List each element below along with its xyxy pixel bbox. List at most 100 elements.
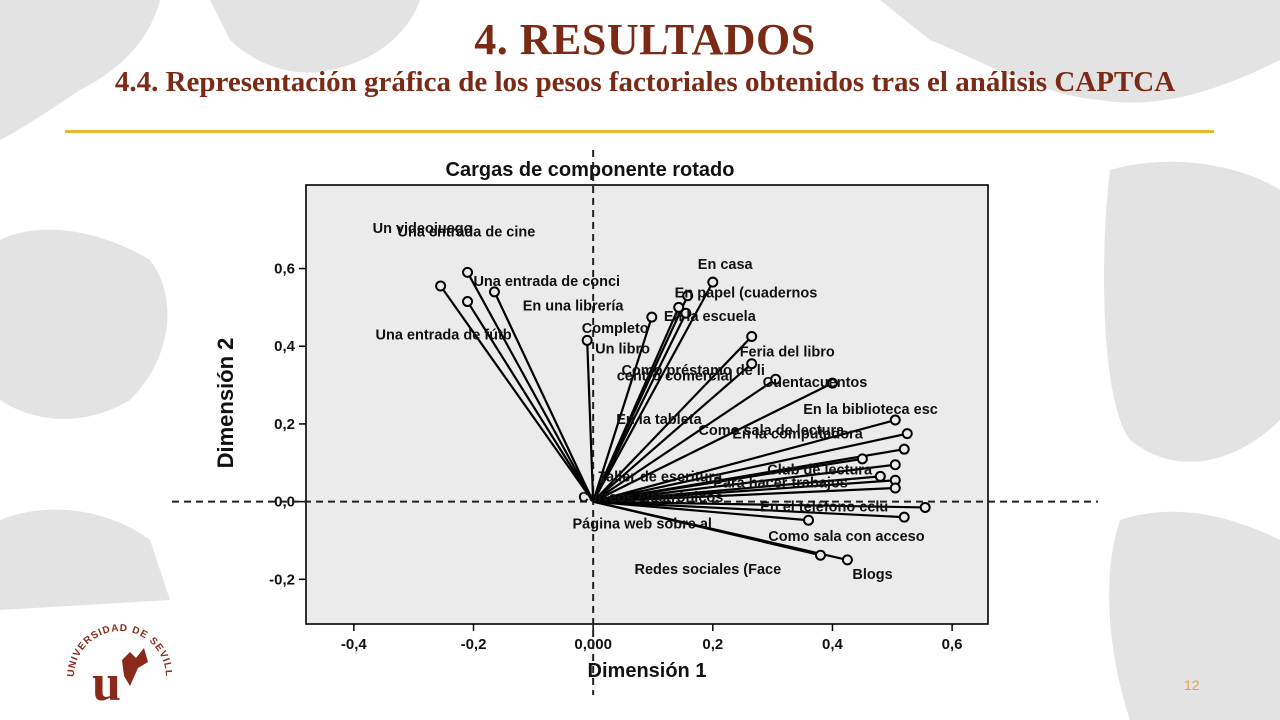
point-label: Completo xyxy=(582,321,649,337)
loading-vector xyxy=(586,340,595,502)
title-divider xyxy=(65,130,1214,133)
loading-point xyxy=(673,301,685,313)
loading-vector xyxy=(592,500,848,561)
slide-subtitle: 4.4. Representación gráfica de los pesos… xyxy=(114,66,1176,98)
point-label: Redes sociales (Face xyxy=(634,562,781,578)
loading-vectors xyxy=(439,271,926,561)
loading-point xyxy=(814,549,826,561)
point-label: Como préstamo de li xyxy=(621,363,764,379)
point-label: En la escuela xyxy=(664,309,757,325)
loading-vector xyxy=(493,291,595,503)
loading-point xyxy=(856,453,868,465)
y-tick-label: 0,6 xyxy=(274,261,295,278)
point-label: En papel (cuadernos xyxy=(675,286,818,302)
loading-point xyxy=(746,331,758,343)
loading-point xyxy=(488,286,500,298)
point-label: Una entrada de cine xyxy=(398,224,536,240)
loading-vector xyxy=(466,300,595,503)
loading-vector xyxy=(593,500,905,519)
loading-point xyxy=(803,514,815,526)
chart-title: Cargas de componente rotado xyxy=(446,159,735,181)
point-label: Para hacer trabajos xyxy=(713,475,848,491)
point-label: Correos electrónicos xyxy=(578,490,723,506)
loading-vector xyxy=(592,316,653,502)
point-label: En la biblioteca esc xyxy=(803,402,938,418)
y-tick-label: 0,4 xyxy=(274,338,296,355)
loading-vector xyxy=(593,479,896,503)
loading-points xyxy=(435,266,931,566)
point-label: Blogs xyxy=(852,567,892,583)
loading-vector xyxy=(592,312,687,503)
y-tick-label: 0,2 xyxy=(274,416,295,433)
y-axis-label: Dimensión 2 xyxy=(213,338,238,469)
x-tick-label: -0,2 xyxy=(461,636,487,653)
point-label: Cuentacuentos xyxy=(763,375,868,391)
point-label: Una entrada de conci xyxy=(473,274,620,290)
loading-point xyxy=(680,307,692,319)
point-label: Como sala de lectura xyxy=(698,423,845,439)
loading-vector xyxy=(466,271,595,503)
point-label: Un libro xyxy=(595,341,650,357)
loading-vector xyxy=(592,457,863,503)
y-tick-label: -0,2 xyxy=(269,571,295,588)
loading-vector xyxy=(592,281,714,503)
point-label: En la tableta xyxy=(616,412,702,428)
loading-point xyxy=(707,276,719,288)
point-label: Club de lectura xyxy=(767,463,873,479)
point-label: centro comercial xyxy=(617,369,733,385)
point-label: Taller de escritura xyxy=(598,469,723,485)
loading-point xyxy=(826,377,838,389)
x-axis-ticks: -0,4 -0,2 0,000 0,2 0,4 0,6 xyxy=(341,624,963,653)
x-tick-label: 0,6 xyxy=(942,636,963,653)
loading-point xyxy=(581,334,593,346)
point-label: Página web sobre al xyxy=(573,516,712,532)
loading-vector xyxy=(593,500,809,522)
loading-point xyxy=(874,470,886,482)
point-label: En casa xyxy=(698,257,754,273)
point-label: En el teléfono celu xyxy=(760,499,888,515)
university-seal: UNIVERSIDAD DE SEVILLA u xyxy=(58,607,173,712)
point-label: En la computadora xyxy=(732,427,863,443)
loading-point xyxy=(889,459,901,471)
loading-vector xyxy=(439,285,595,503)
loading-point xyxy=(919,501,931,513)
logo-monogram: u xyxy=(92,655,121,705)
university-logo: UNIVERSIDAD DE SEVILLA u xyxy=(58,607,173,712)
loading-vector xyxy=(592,335,753,503)
loading-vector xyxy=(593,486,896,503)
loading-vector xyxy=(593,463,896,503)
loading-vector xyxy=(592,382,833,503)
loading-vector xyxy=(592,306,680,503)
loading-point xyxy=(898,443,910,455)
loading-vector xyxy=(592,418,896,503)
loading-vector xyxy=(592,378,777,503)
loading-point xyxy=(770,373,782,385)
point-label: En una librería xyxy=(523,298,625,314)
slide-title: 4. RESULTADOS xyxy=(474,15,816,64)
loading-vector xyxy=(592,362,753,503)
loading-point xyxy=(462,266,474,278)
loading-point xyxy=(435,280,447,292)
loading-point xyxy=(898,511,910,523)
x-axis-label: Dimensión 1 xyxy=(588,660,707,682)
loading-point xyxy=(889,414,901,426)
loading-point xyxy=(889,482,901,494)
loading-point xyxy=(682,290,694,302)
point-label: Una entrada de fútb xyxy=(376,328,512,344)
loading-point xyxy=(646,311,658,323)
loading-point xyxy=(746,358,758,370)
loading-point xyxy=(462,296,474,308)
loading-vector xyxy=(593,500,926,509)
point-label: Feria del libro xyxy=(740,345,835,361)
point-label: Un videojuego xyxy=(373,221,473,237)
point-label: Como sala con acceso xyxy=(768,529,924,545)
loading-point xyxy=(901,428,913,440)
loading-vector xyxy=(592,432,908,503)
logo-figure-icon xyxy=(122,648,148,686)
x-tick-label: -0,4 xyxy=(341,636,368,653)
x-tick-label: 0,2 xyxy=(702,636,723,653)
loading-point xyxy=(841,554,853,566)
